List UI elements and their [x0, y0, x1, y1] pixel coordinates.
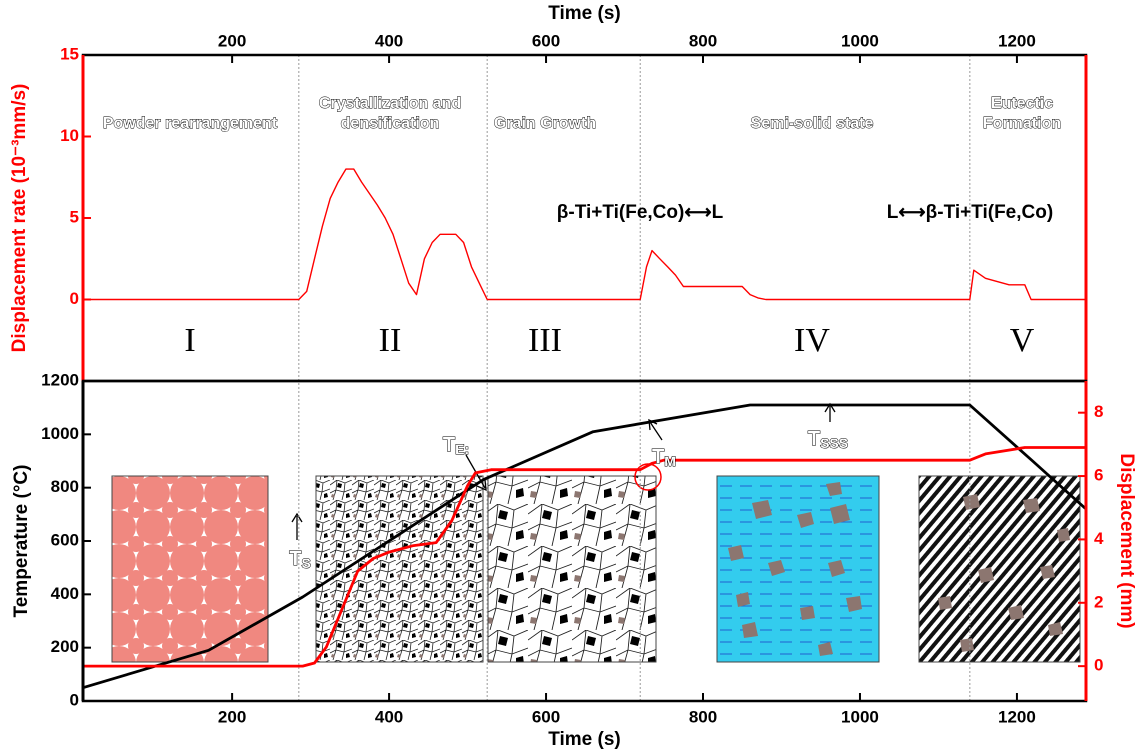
x-tick-label: 600: [532, 31, 560, 50]
y2-tick-label: 6: [1094, 466, 1103, 485]
y2-axis-title: Displacement (mm): [1116, 453, 1137, 628]
phase-numeral: II: [379, 322, 402, 359]
y-tick-label: 5: [70, 207, 79, 226]
annotation-sub: E:: [455, 441, 469, 457]
phase-title: Eutectic: [991, 95, 1053, 112]
y-tick-label: 200: [51, 637, 79, 656]
y-axis-title: Displacement rate (10⁻³mm/s): [9, 84, 30, 353]
eutectic-particles: [938, 494, 1070, 652]
annotation-sub: SSS: [820, 435, 848, 451]
annotation: TS: [289, 548, 311, 570]
y2-tick-label: 4: [1094, 529, 1104, 548]
phase-numeral: IV: [794, 322, 830, 359]
microstructures: [111, 475, 1081, 663]
y-tick-label: 400: [51, 584, 79, 603]
x-axis-title: Time (s): [548, 3, 621, 24]
x-tick-label: 1200: [998, 707, 1036, 726]
annotation-sub: S: [301, 555, 310, 571]
x-axis-title: Time (s): [548, 729, 621, 750]
x-tick-label: 1000: [841, 31, 879, 50]
phase-numeral: III: [528, 322, 562, 359]
annotation: TSSS: [808, 428, 848, 450]
microstructure-semi-solid: [716, 475, 880, 663]
x-tick-label: 200: [218, 31, 246, 50]
phase-numeral: V: [1010, 322, 1035, 359]
series-line: [82, 403, 1087, 690]
reaction: β-Ti+Ti(Fe,Co)⟷L: [557, 202, 724, 223]
y-tick-label: 15: [60, 44, 79, 63]
x-tick-label: 600: [532, 707, 560, 726]
annotation-main: T: [443, 434, 455, 456]
y2-tick-label: 8: [1094, 402, 1103, 421]
y2-tick-label: 2: [1094, 592, 1103, 611]
annotation-main: T: [808, 428, 820, 450]
x-tick-label: 1200: [998, 31, 1036, 50]
phase-title: Crystallization and: [319, 95, 461, 112]
phase-title: Formation: [983, 115, 1061, 132]
x-tick-label: 200: [218, 707, 246, 726]
y-tick-label: 1200: [41, 370, 79, 389]
phase-numeral: I: [184, 322, 195, 359]
y-tick-label: 600: [51, 530, 79, 549]
series-line: [83, 446, 1086, 668]
annotation-main: T: [652, 446, 664, 468]
y-tick-label: 0: [70, 690, 79, 709]
arrow-ts: [291, 512, 303, 540]
phase-title: Semi-solid state: [751, 115, 874, 132]
y-tick-label: 800: [51, 477, 79, 496]
solid-particles: [728, 482, 862, 656]
reaction: L⟷β-Ti+Ti(Fe,Co): [887, 202, 1053, 223]
phase-title: Grain Growth: [494, 115, 596, 132]
annotation: TE:: [443, 434, 469, 456]
rate-line: [83, 168, 1086, 301]
microstructure-grain-growth: [487, 475, 657, 663]
phase-title: Powder rearrangement: [103, 115, 278, 132]
phase-title: densification: [341, 115, 440, 132]
y-tick-label: 10: [60, 126, 79, 145]
annotation-main: T: [289, 548, 301, 570]
x-tick-label: 400: [375, 707, 403, 726]
x-tick-label: 800: [689, 707, 717, 726]
y-tick-label: 0: [70, 289, 79, 308]
microstructure-powder: [111, 475, 269, 663]
x-tick-label: 800: [689, 31, 717, 50]
y2-tick-label: 0: [1094, 656, 1103, 675]
annotation: TM: [652, 446, 676, 468]
annotation-sub: M: [664, 453, 676, 469]
y-axis-title: Temperature (°C): [11, 465, 32, 618]
x-tick-label: 1000: [841, 707, 879, 726]
x-tick-label: 400: [375, 31, 403, 50]
y-tick-label: 1000: [41, 424, 79, 443]
